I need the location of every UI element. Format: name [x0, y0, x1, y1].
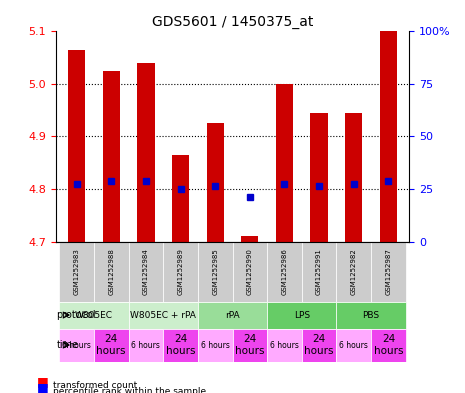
- Text: W805EC + rPA: W805EC + rPA: [130, 310, 196, 320]
- Bar: [276, 84, 293, 242]
- Text: GSM1252983: GSM1252983: [73, 248, 80, 295]
- FancyBboxPatch shape: [59, 242, 94, 301]
- Bar: [103, 71, 120, 242]
- Text: GSM1252985: GSM1252985: [212, 248, 218, 295]
- FancyBboxPatch shape: [267, 301, 337, 329]
- FancyBboxPatch shape: [302, 242, 337, 301]
- Bar: [68, 50, 85, 242]
- Text: 24
hours: 24 hours: [96, 334, 126, 356]
- FancyBboxPatch shape: [232, 242, 267, 301]
- FancyBboxPatch shape: [94, 329, 128, 362]
- Text: GSM1252987: GSM1252987: [385, 248, 392, 295]
- Text: 24
hours: 24 hours: [235, 334, 265, 356]
- Bar: [311, 113, 328, 242]
- Text: 6 hours: 6 hours: [62, 341, 91, 349]
- Text: GSM1252989: GSM1252989: [178, 248, 184, 295]
- Text: ■: ■: [37, 375, 49, 388]
- FancyBboxPatch shape: [371, 329, 406, 362]
- FancyBboxPatch shape: [163, 329, 198, 362]
- FancyBboxPatch shape: [59, 329, 94, 362]
- FancyBboxPatch shape: [59, 301, 128, 329]
- Text: PBS: PBS: [363, 310, 379, 320]
- Text: 6 hours: 6 hours: [339, 341, 368, 349]
- Text: GSM1252991: GSM1252991: [316, 248, 322, 295]
- FancyBboxPatch shape: [163, 242, 198, 301]
- Text: 24
hours: 24 hours: [374, 334, 403, 356]
- FancyBboxPatch shape: [128, 329, 163, 362]
- Text: GSM1252988: GSM1252988: [108, 248, 114, 295]
- Bar: [137, 63, 154, 242]
- Bar: [172, 155, 189, 242]
- Bar: [241, 236, 259, 242]
- FancyBboxPatch shape: [302, 329, 337, 362]
- FancyBboxPatch shape: [128, 301, 198, 329]
- FancyBboxPatch shape: [198, 242, 232, 301]
- Bar: [345, 113, 362, 242]
- Text: GSM1252986: GSM1252986: [281, 248, 287, 295]
- FancyBboxPatch shape: [337, 329, 371, 362]
- FancyBboxPatch shape: [232, 329, 267, 362]
- Text: 6 hours: 6 hours: [132, 341, 160, 349]
- FancyBboxPatch shape: [371, 242, 406, 301]
- FancyBboxPatch shape: [337, 242, 371, 301]
- FancyBboxPatch shape: [267, 329, 302, 362]
- FancyBboxPatch shape: [128, 242, 163, 301]
- FancyBboxPatch shape: [94, 242, 128, 301]
- Text: transformed count: transformed count: [53, 381, 138, 389]
- Text: 6 hours: 6 hours: [201, 341, 230, 349]
- Text: 24
hours: 24 hours: [166, 334, 195, 356]
- Bar: [380, 31, 397, 242]
- Text: GSM1252982: GSM1252982: [351, 248, 357, 295]
- Text: percentile rank within the sample: percentile rank within the sample: [53, 387, 206, 393]
- FancyBboxPatch shape: [198, 301, 267, 329]
- Text: LPS: LPS: [294, 310, 310, 320]
- Text: rPA: rPA: [225, 310, 240, 320]
- Title: GDS5601 / 1450375_at: GDS5601 / 1450375_at: [152, 15, 313, 29]
- Text: GSM1252990: GSM1252990: [247, 248, 253, 295]
- Text: time: time: [56, 340, 79, 350]
- Text: ■: ■: [37, 381, 49, 393]
- Text: protocol: protocol: [56, 310, 96, 320]
- Text: GSM1252984: GSM1252984: [143, 248, 149, 295]
- Text: 6 hours: 6 hours: [270, 341, 299, 349]
- FancyBboxPatch shape: [267, 242, 302, 301]
- Bar: [206, 123, 224, 242]
- Text: W805EC: W805EC: [75, 310, 113, 320]
- FancyBboxPatch shape: [198, 329, 232, 362]
- Text: 24
hours: 24 hours: [305, 334, 334, 356]
- FancyBboxPatch shape: [337, 301, 406, 329]
